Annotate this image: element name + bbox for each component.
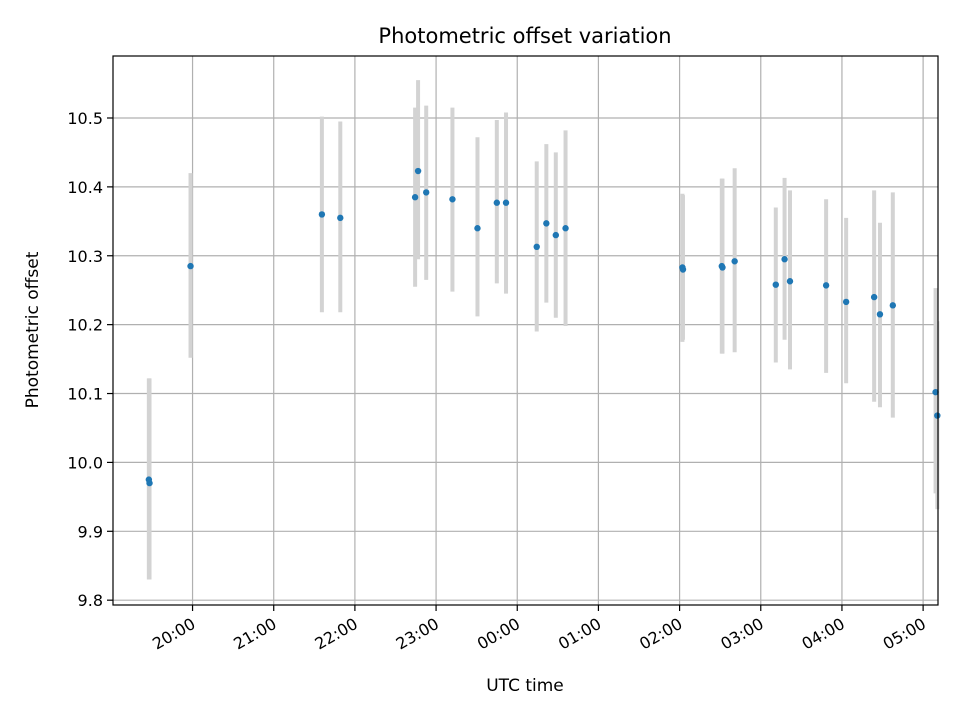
x-tick-label: 00:00 <box>474 614 523 654</box>
data-point <box>146 479 153 487</box>
y-tick-label: 10.5 <box>67 109 103 128</box>
x-tick-label: 02:00 <box>636 614 685 654</box>
y-axis-label: Photometric offset <box>23 251 43 408</box>
data-point <box>822 282 830 289</box>
data-point <box>543 220 550 227</box>
data-point <box>474 225 481 232</box>
plot-frame <box>112 55 939 606</box>
data-point <box>889 302 897 309</box>
x-tick-label: 23:00 <box>393 614 442 654</box>
x-tick-label: 21:00 <box>230 614 279 654</box>
data-points <box>145 167 941 487</box>
y-tick-label: 10.2 <box>67 316 103 335</box>
data-point <box>679 266 687 273</box>
y-tick-label: 10.0 <box>67 453 103 472</box>
x-axis-ticks: 20:00 21:00 22:00 23:00 00:00 01:00 02:00 03:00… <box>149 605 929 654</box>
data-point <box>318 211 326 218</box>
y-tick-label: 10.4 <box>67 178 103 197</box>
data-point <box>187 262 194 270</box>
grid-lines <box>113 56 938 605</box>
y-tick-label: 10.3 <box>67 247 103 266</box>
x-tick-label: 20:00 <box>149 614 198 654</box>
data-point <box>772 281 779 288</box>
x-tick-label: 22:00 <box>311 614 360 654</box>
x-tick-label: 04:00 <box>799 614 848 654</box>
data-point <box>502 199 510 206</box>
x-tick-label: 03:00 <box>717 614 766 654</box>
y-tick-label: 10.1 <box>67 385 103 404</box>
data-point <box>786 278 794 285</box>
data-point <box>414 167 422 175</box>
data-point <box>934 412 941 419</box>
data-point <box>719 264 726 271</box>
data-point <box>552 231 560 239</box>
data-point <box>870 293 878 301</box>
x-tick-label: 01:00 <box>555 614 604 654</box>
data-point <box>731 258 738 265</box>
y-axis-ticks: 9.8 9.9 10.0 10.1 10.2 10.3 10.4 10.5 <box>67 109 113 610</box>
data-point <box>562 225 569 232</box>
y-tick-label: 9.9 <box>78 522 103 541</box>
data-point <box>876 311 884 318</box>
data-point <box>781 256 788 263</box>
data-point <box>449 196 456 203</box>
chart-title: Photometric offset variation <box>378 24 671 48</box>
data-point <box>932 388 939 396</box>
x-axis-label: UTC time <box>486 676 564 696</box>
error-bars <box>146 80 940 580</box>
data-point <box>533 243 540 251</box>
data-point <box>493 199 501 206</box>
data-point <box>422 189 430 196</box>
x-tick-label: 05:00 <box>880 614 929 654</box>
data-point <box>337 214 344 222</box>
data-point <box>842 298 850 306</box>
y-tick-label: 9.8 <box>78 591 103 610</box>
data-point <box>411 194 419 201</box>
